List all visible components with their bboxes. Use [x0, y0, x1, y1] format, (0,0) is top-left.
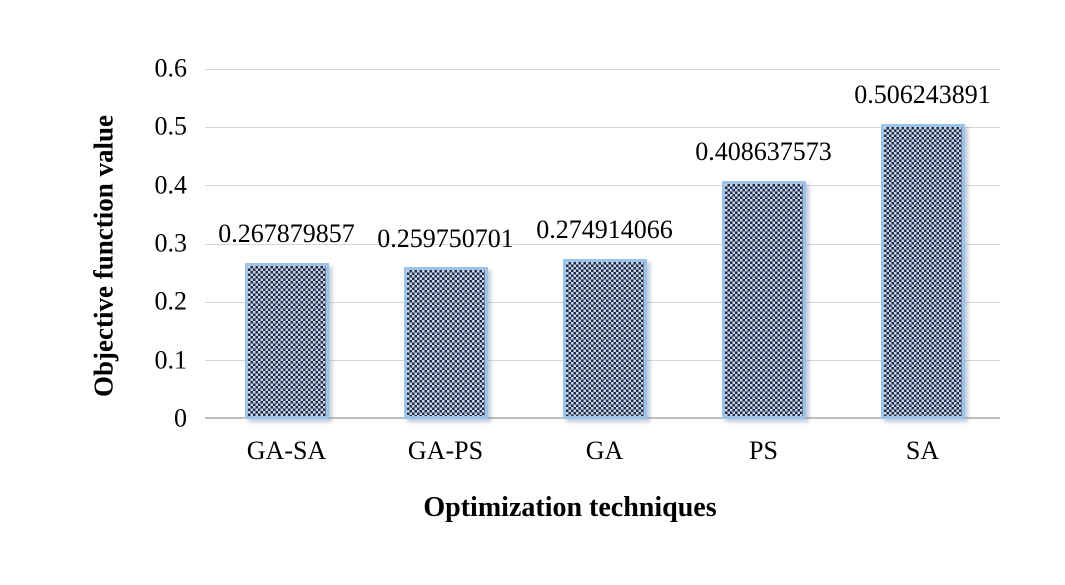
y-tick-label: 0 — [174, 403, 187, 433]
plot-area: 0 0.1 0.2 0.3 0.4 0.5 0.6 0.267879857 GA-SA 0.259… — [155, 55, 1000, 464]
y-tick-label: 0.2 — [154, 286, 188, 316]
gridline — [205, 185, 1000, 187]
bar-value-label: 0.506243891 — [854, 80, 991, 110]
bar-value-label: 0.274914066 — [536, 215, 673, 245]
y-tick-label: 0.1 — [154, 345, 188, 375]
y-tick-label: 0.3 — [154, 228, 188, 258]
bar-ga-ps — [403, 267, 488, 419]
x-category-label: GA-SA — [246, 436, 327, 465]
x-category-label: SA — [905, 436, 940, 465]
bar-ga-sa — [244, 262, 329, 419]
y-tick-label: 0.4 — [154, 170, 188, 200]
gridline — [205, 126, 1000, 128]
y-axis-title: Objective function value — [88, 115, 119, 397]
x-category-label: PS — [749, 436, 778, 465]
gridline — [205, 243, 1000, 245]
bar-value-label: 0.259750701 — [377, 223, 514, 253]
gridline — [205, 68, 1000, 70]
x-category-label: GA — [585, 436, 624, 465]
bar-value-label: 0.408637573 — [695, 137, 832, 167]
x-axis-title: Optimization techniques — [423, 492, 717, 523]
bar-value-label: 0.267879857 — [218, 219, 355, 249]
bar-sa — [880, 123, 965, 419]
y-tick-label: 0.6 — [154, 53, 188, 83]
x-category-label: GA-PS — [407, 436, 484, 465]
y-tick-label: 0.5 — [154, 111, 188, 141]
bar-ps — [721, 180, 806, 419]
bar-ga — [562, 258, 647, 419]
